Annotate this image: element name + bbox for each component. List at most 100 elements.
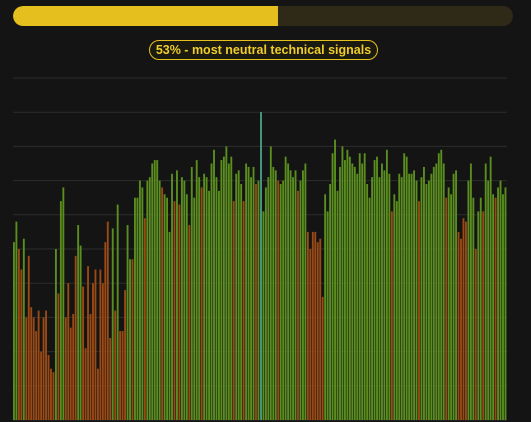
chart-bar (376, 156, 378, 420)
chart-bar (200, 187, 203, 420)
chart-bar (316, 242, 319, 420)
chart-bar (242, 201, 245, 420)
chart-bar (297, 190, 299, 420)
chart-bar (388, 173, 391, 420)
chart-bar (121, 331, 124, 420)
chart-bar (462, 218, 465, 420)
chart-bar (301, 170, 304, 420)
chart-bar (74, 255, 77, 420)
chart-bar (69, 327, 72, 420)
chart-bar (311, 231, 314, 420)
chart-bar (343, 160, 346, 420)
chart-bar (487, 180, 490, 420)
chart-bar (235, 173, 238, 420)
chart-bar (287, 163, 290, 420)
chart-bar (440, 149, 443, 420)
chart-bar (356, 173, 359, 420)
chart-bar (158, 180, 161, 420)
chart-bar (129, 259, 131, 420)
chart-bar (264, 187, 267, 420)
signal-summary-badge: 53% - most neutral technical signals (149, 40, 378, 60)
chart-bar (109, 337, 112, 420)
chart-bar (269, 146, 272, 420)
chart-bar (35, 331, 38, 420)
chart-bar (418, 201, 420, 420)
chart-bar (363, 153, 366, 421)
chart-bar (425, 184, 428, 420)
chart-bar (52, 372, 55, 420)
chart-bar (284, 156, 287, 420)
chart-bar (208, 190, 210, 420)
chart-bar (232, 201, 235, 420)
chart-bar (126, 225, 129, 420)
chart-bar (92, 283, 94, 420)
chart-bar (77, 225, 80, 420)
chart-bar (321, 296, 324, 420)
chart-bar (373, 160, 376, 420)
chart-bar (460, 238, 462, 420)
chart-bar (79, 245, 82, 420)
chart-bar (427, 180, 430, 420)
chart-bar (131, 259, 134, 420)
chart-bar (166, 197, 169, 420)
chart-bar (15, 221, 18, 420)
chart-bar (334, 139, 336, 420)
chart-bar (218, 190, 220, 420)
chart-bar (111, 228, 114, 420)
chart-bar (395, 201, 398, 420)
chart-bar (237, 170, 240, 420)
chart-bar (62, 187, 65, 420)
chart-bar (143, 218, 146, 420)
chart-bar (420, 177, 423, 420)
chart-bar (116, 204, 119, 420)
chart-bar (188, 225, 191, 420)
chart-bar (477, 211, 480, 420)
chart-bar (47, 355, 50, 420)
chart-bar (504, 187, 507, 420)
chart-bar (378, 177, 381, 420)
chart-bar (180, 177, 183, 420)
chart-bar (381, 163, 383, 420)
chart-bar (502, 194, 504, 420)
chart-bar (138, 180, 141, 420)
chart-bar (240, 184, 243, 420)
chart-bar (193, 197, 196, 420)
chart-bar (469, 163, 472, 420)
chart-bar (348, 156, 351, 420)
chart-bar (134, 197, 136, 420)
chart-bar (277, 180, 280, 420)
chart-bar (494, 197, 497, 420)
chart-bar (37, 310, 40, 420)
chart-bar (292, 177, 294, 420)
chart-bar (82, 286, 85, 420)
chart-bar (99, 269, 102, 420)
chart-bar (247, 166, 250, 420)
chart-bar (455, 170, 457, 420)
chart-bar (136, 197, 139, 420)
chart-bar (442, 163, 445, 420)
chart-bar (22, 238, 25, 420)
chart-bars (13, 112, 507, 421)
chart-bar (198, 177, 201, 420)
chart-bar (474, 249, 477, 420)
chart-bar (27, 255, 30, 420)
chart-bar (148, 177, 151, 420)
chart-bar (465, 221, 467, 420)
chart-bar (432, 166, 435, 420)
chart-bar (250, 177, 252, 420)
neutral-signal-progress-track (13, 6, 513, 26)
chart-bar (203, 173, 206, 420)
chart-bar (195, 160, 198, 420)
chart-bar (457, 231, 460, 420)
chart-bar (353, 166, 356, 420)
chart-bar (336, 190, 339, 420)
chart-bar (437, 153, 440, 421)
chart-bar (168, 231, 171, 420)
chart-bar (445, 197, 448, 420)
chart-bar (282, 180, 285, 420)
chart-bar (13, 242, 15, 420)
chart-bar (163, 194, 166, 420)
chart-bar (400, 177, 403, 420)
chart-bar (72, 313, 75, 420)
